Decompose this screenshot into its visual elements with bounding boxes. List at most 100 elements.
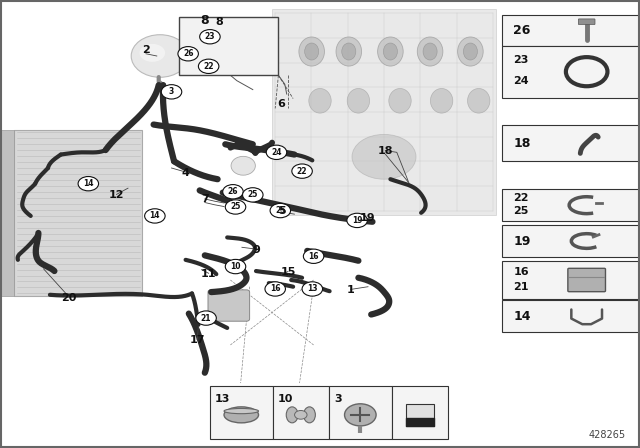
FancyBboxPatch shape: [502, 125, 639, 161]
Text: 5: 5: [278, 206, 285, 215]
Circle shape: [347, 213, 367, 228]
Text: 20: 20: [61, 293, 77, 303]
Polygon shape: [272, 9, 496, 215]
Circle shape: [344, 404, 376, 426]
Text: 10: 10: [230, 262, 241, 271]
FancyBboxPatch shape: [210, 386, 273, 439]
Text: 26: 26: [183, 49, 193, 58]
Circle shape: [225, 200, 246, 214]
Circle shape: [78, 177, 99, 191]
Ellipse shape: [423, 43, 437, 60]
Text: 19: 19: [360, 213, 375, 223]
FancyBboxPatch shape: [502, 261, 639, 299]
Circle shape: [294, 410, 307, 419]
Text: 16: 16: [308, 252, 319, 261]
Ellipse shape: [299, 37, 324, 66]
Circle shape: [266, 145, 287, 159]
FancyBboxPatch shape: [502, 46, 639, 98]
Circle shape: [352, 134, 416, 179]
Text: 25: 25: [248, 190, 258, 199]
Circle shape: [196, 311, 216, 325]
Circle shape: [302, 282, 323, 296]
Ellipse shape: [389, 89, 412, 113]
Ellipse shape: [430, 89, 453, 113]
Text: 14: 14: [150, 211, 160, 220]
Text: 10: 10: [278, 394, 293, 404]
Text: 22: 22: [513, 193, 529, 203]
Text: 26: 26: [228, 187, 238, 196]
Ellipse shape: [131, 34, 189, 77]
Text: 25: 25: [275, 206, 285, 215]
Text: 25: 25: [513, 206, 529, 216]
Text: 1: 1: [347, 285, 355, 295]
Text: 12: 12: [109, 190, 124, 200]
Text: 24: 24: [271, 148, 282, 157]
Text: 26: 26: [513, 24, 531, 37]
Circle shape: [223, 185, 243, 199]
Text: 428265: 428265: [589, 430, 626, 440]
Ellipse shape: [342, 43, 356, 60]
Circle shape: [270, 203, 291, 218]
Text: 9: 9: [252, 245, 260, 255]
Text: 11: 11: [201, 269, 216, 279]
FancyBboxPatch shape: [406, 404, 434, 426]
Ellipse shape: [224, 409, 259, 414]
Ellipse shape: [417, 37, 443, 66]
Text: 22: 22: [297, 167, 307, 176]
FancyBboxPatch shape: [502, 225, 639, 257]
Text: 18: 18: [513, 137, 531, 150]
FancyBboxPatch shape: [14, 130, 142, 296]
Circle shape: [243, 188, 263, 202]
Text: 21: 21: [201, 314, 211, 323]
Text: 23: 23: [205, 32, 215, 41]
Text: 8: 8: [200, 13, 209, 27]
Text: 16: 16: [513, 267, 529, 276]
FancyBboxPatch shape: [329, 386, 392, 439]
Ellipse shape: [309, 89, 332, 113]
FancyBboxPatch shape: [208, 290, 250, 321]
Ellipse shape: [383, 43, 397, 60]
Text: 14: 14: [83, 179, 93, 188]
FancyBboxPatch shape: [502, 15, 639, 46]
Circle shape: [265, 282, 285, 296]
Ellipse shape: [305, 43, 319, 60]
Text: 18: 18: [378, 146, 393, 155]
Text: 17: 17: [189, 336, 205, 345]
Ellipse shape: [224, 407, 259, 423]
Text: 4: 4: [182, 168, 189, 178]
Circle shape: [200, 30, 220, 44]
Text: 24: 24: [513, 76, 529, 86]
Text: 19: 19: [513, 234, 531, 248]
Ellipse shape: [468, 89, 490, 113]
FancyBboxPatch shape: [502, 300, 639, 332]
Circle shape: [161, 85, 182, 99]
Ellipse shape: [303, 407, 316, 423]
FancyBboxPatch shape: [0, 130, 14, 296]
FancyBboxPatch shape: [579, 19, 595, 25]
FancyBboxPatch shape: [179, 17, 278, 75]
Text: 25: 25: [230, 202, 241, 211]
Ellipse shape: [286, 407, 298, 423]
Text: 13: 13: [215, 394, 230, 404]
Text: 6: 6: [278, 99, 285, 109]
Text: 23: 23: [513, 55, 529, 65]
FancyBboxPatch shape: [502, 189, 639, 221]
Text: 13: 13: [307, 284, 317, 293]
Ellipse shape: [463, 43, 477, 60]
Circle shape: [303, 249, 324, 263]
Ellipse shape: [140, 44, 165, 62]
Ellipse shape: [458, 37, 483, 66]
Text: 21: 21: [513, 282, 529, 292]
Circle shape: [145, 209, 165, 223]
Circle shape: [198, 59, 219, 73]
Text: 2: 2: [142, 45, 150, 55]
Circle shape: [178, 47, 198, 61]
Text: 15: 15: [280, 267, 296, 277]
Ellipse shape: [231, 156, 255, 175]
Ellipse shape: [378, 37, 403, 66]
Text: 8: 8: [215, 17, 223, 26]
FancyBboxPatch shape: [273, 386, 329, 439]
Ellipse shape: [348, 89, 370, 113]
Text: 3: 3: [334, 394, 342, 404]
FancyBboxPatch shape: [392, 386, 448, 439]
